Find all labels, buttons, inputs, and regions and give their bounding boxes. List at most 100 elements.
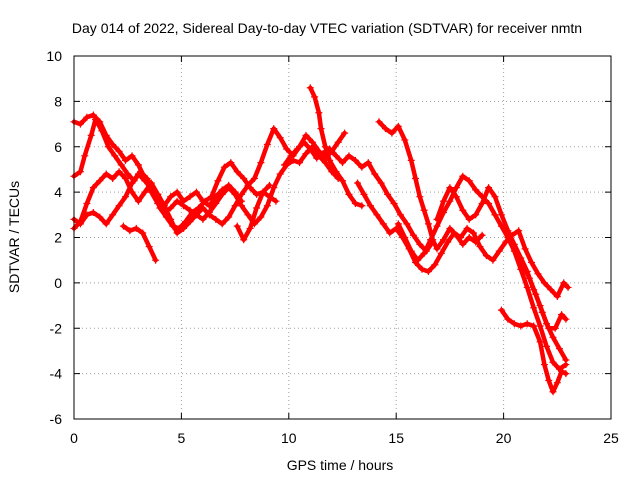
data-point-marker bbox=[259, 188, 267, 196]
data-point-marker bbox=[562, 370, 570, 378]
data-point-marker bbox=[515, 227, 523, 235]
data-point-marker bbox=[407, 247, 415, 255]
data-point-marker bbox=[394, 122, 402, 130]
data-point-marker bbox=[478, 199, 486, 207]
data-point-marker bbox=[517, 254, 525, 262]
data-point-marker bbox=[76, 120, 84, 128]
data-point-marker bbox=[510, 240, 518, 248]
chart-title: Day 014 of 2022, Sidereal Day-to-day VTE… bbox=[72, 20, 582, 36]
data-series bbox=[70, 84, 572, 396]
data-point-marker bbox=[412, 175, 420, 183]
data-point-marker bbox=[528, 258, 536, 266]
data-point-marker bbox=[167, 204, 175, 212]
data-point-marker bbox=[525, 274, 533, 282]
data-point-marker bbox=[485, 199, 493, 207]
data-point-marker bbox=[109, 175, 117, 183]
data-point-marker bbox=[530, 322, 538, 330]
data-point-marker bbox=[424, 268, 432, 276]
series-track-4 bbox=[70, 168, 246, 232]
series-track-14 bbox=[519, 261, 570, 332]
data-point-marker bbox=[345, 190, 353, 198]
data-point-marker bbox=[317, 125, 325, 133]
data-point-marker bbox=[167, 215, 175, 223]
data-point-marker bbox=[119, 222, 127, 230]
data-point-marker bbox=[553, 379, 561, 387]
data-point-marker bbox=[459, 240, 467, 248]
data-point-marker bbox=[96, 118, 104, 126]
data-point-marker bbox=[270, 125, 278, 133]
data-point-marker bbox=[257, 213, 265, 221]
data-point-marker bbox=[358, 202, 366, 210]
data-point-marker bbox=[83, 199, 91, 207]
data-point-marker bbox=[465, 177, 473, 185]
data-point-marker bbox=[231, 202, 239, 210]
data-point-marker bbox=[300, 138, 308, 146]
data-point-marker bbox=[366, 202, 374, 210]
data-point-marker bbox=[76, 218, 84, 226]
data-point-marker bbox=[536, 338, 544, 346]
data-point-marker bbox=[122, 193, 130, 201]
data-point-marker bbox=[199, 204, 207, 212]
data-point-marker bbox=[199, 215, 207, 223]
data-point-marker bbox=[319, 150, 327, 158]
data-point-marker bbox=[504, 227, 512, 235]
data-point-marker bbox=[89, 111, 97, 119]
data-point-marker bbox=[457, 234, 465, 241]
data-point-marker bbox=[117, 161, 125, 169]
data-point-marker bbox=[534, 270, 542, 278]
data-point-marker bbox=[173, 229, 181, 237]
data-point-marker bbox=[214, 177, 222, 185]
data-point-marker bbox=[364, 159, 372, 167]
data-point-marker bbox=[199, 197, 207, 205]
data-point-marker bbox=[225, 181, 233, 189]
data-point-marker bbox=[115, 168, 123, 176]
data-point-marker bbox=[375, 118, 383, 126]
data-point-marker bbox=[564, 283, 572, 291]
x-tick-label: 15 bbox=[388, 430, 404, 446]
data-point-marker bbox=[540, 279, 548, 287]
series-track-7 bbox=[306, 84, 366, 210]
x-tick-label: 25 bbox=[603, 430, 619, 446]
data-point-marker bbox=[439, 236, 447, 244]
data-point-marker bbox=[186, 218, 194, 226]
data-point-marker bbox=[538, 308, 546, 316]
data-point-marker bbox=[122, 175, 130, 183]
data-point-marker bbox=[379, 220, 387, 228]
data-point-marker bbox=[102, 131, 110, 139]
data-point-marker bbox=[141, 188, 149, 196]
data-point-marker bbox=[485, 184, 493, 192]
data-point-marker bbox=[388, 129, 396, 137]
data-point-marker bbox=[147, 179, 155, 187]
data-point-marker bbox=[377, 179, 385, 187]
data-point-marker bbox=[491, 193, 499, 201]
data-point-marker bbox=[89, 209, 97, 217]
data-point-marker bbox=[433, 245, 441, 253]
data-point-marker bbox=[180, 197, 188, 205]
data-point-marker bbox=[306, 84, 314, 92]
data-point-marker bbox=[218, 220, 226, 228]
data-point-marker bbox=[128, 188, 136, 196]
data-point-marker bbox=[246, 224, 254, 232]
data-point-marker bbox=[326, 145, 334, 153]
data-point-marker bbox=[351, 156, 359, 164]
data-point-marker bbox=[545, 376, 553, 384]
data-point-marker bbox=[313, 154, 321, 162]
data-point-marker bbox=[238, 197, 246, 205]
data-point-marker bbox=[351, 199, 359, 207]
data-point-marker bbox=[497, 211, 505, 219]
data-point-marker bbox=[465, 234, 473, 241]
data-point-marker bbox=[545, 324, 553, 332]
data-point-marker bbox=[446, 184, 454, 192]
series-track-13 bbox=[497, 306, 570, 396]
y-tick-label: -4 bbox=[50, 366, 63, 382]
data-point-marker bbox=[132, 224, 140, 232]
data-point-marker bbox=[491, 211, 499, 219]
data-point-marker bbox=[76, 168, 84, 176]
y-tick-label: 8 bbox=[54, 93, 62, 109]
data-point-marker bbox=[354, 179, 362, 187]
data-point-marker bbox=[470, 229, 478, 237]
data-point-marker bbox=[418, 265, 426, 273]
data-point-marker bbox=[444, 238, 452, 246]
series-line bbox=[121, 223, 158, 263]
